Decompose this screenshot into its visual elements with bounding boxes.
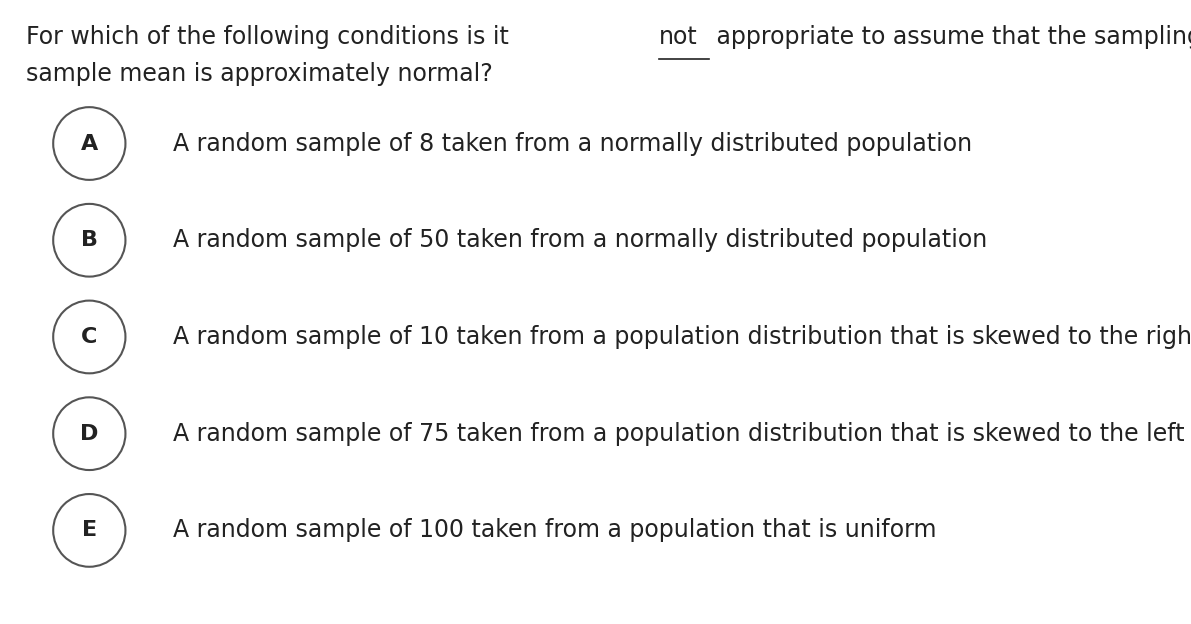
- Text: E: E: [82, 520, 96, 540]
- Text: A: A: [81, 134, 98, 154]
- Ellipse shape: [54, 204, 125, 276]
- Text: not: not: [659, 25, 698, 49]
- Ellipse shape: [54, 494, 125, 567]
- Text: A random sample of 50 taken from a normally distributed population: A random sample of 50 taken from a norma…: [173, 228, 987, 252]
- Ellipse shape: [54, 397, 125, 470]
- Text: A random sample of 10 taken from a population distribution that is skewed to the: A random sample of 10 taken from a popul…: [173, 325, 1191, 349]
- Ellipse shape: [54, 301, 125, 373]
- Text: A random sample of 100 taken from a population that is uniform: A random sample of 100 taken from a popu…: [173, 519, 936, 542]
- Text: sample mean is approximately normal?: sample mean is approximately normal?: [26, 62, 493, 85]
- Text: A random sample of 75 taken from a population distribution that is skewed to the: A random sample of 75 taken from a popul…: [173, 422, 1184, 446]
- Text: For which of the following conditions is it: For which of the following conditions is…: [26, 25, 517, 49]
- Text: B: B: [81, 230, 98, 250]
- Text: appropriate to assume that the sampling distribution of the: appropriate to assume that the sampling …: [709, 25, 1191, 49]
- Ellipse shape: [54, 107, 125, 180]
- Text: C: C: [81, 327, 98, 347]
- Text: A random sample of 8 taken from a normally distributed population: A random sample of 8 taken from a normal…: [173, 132, 972, 155]
- Text: D: D: [80, 424, 99, 444]
